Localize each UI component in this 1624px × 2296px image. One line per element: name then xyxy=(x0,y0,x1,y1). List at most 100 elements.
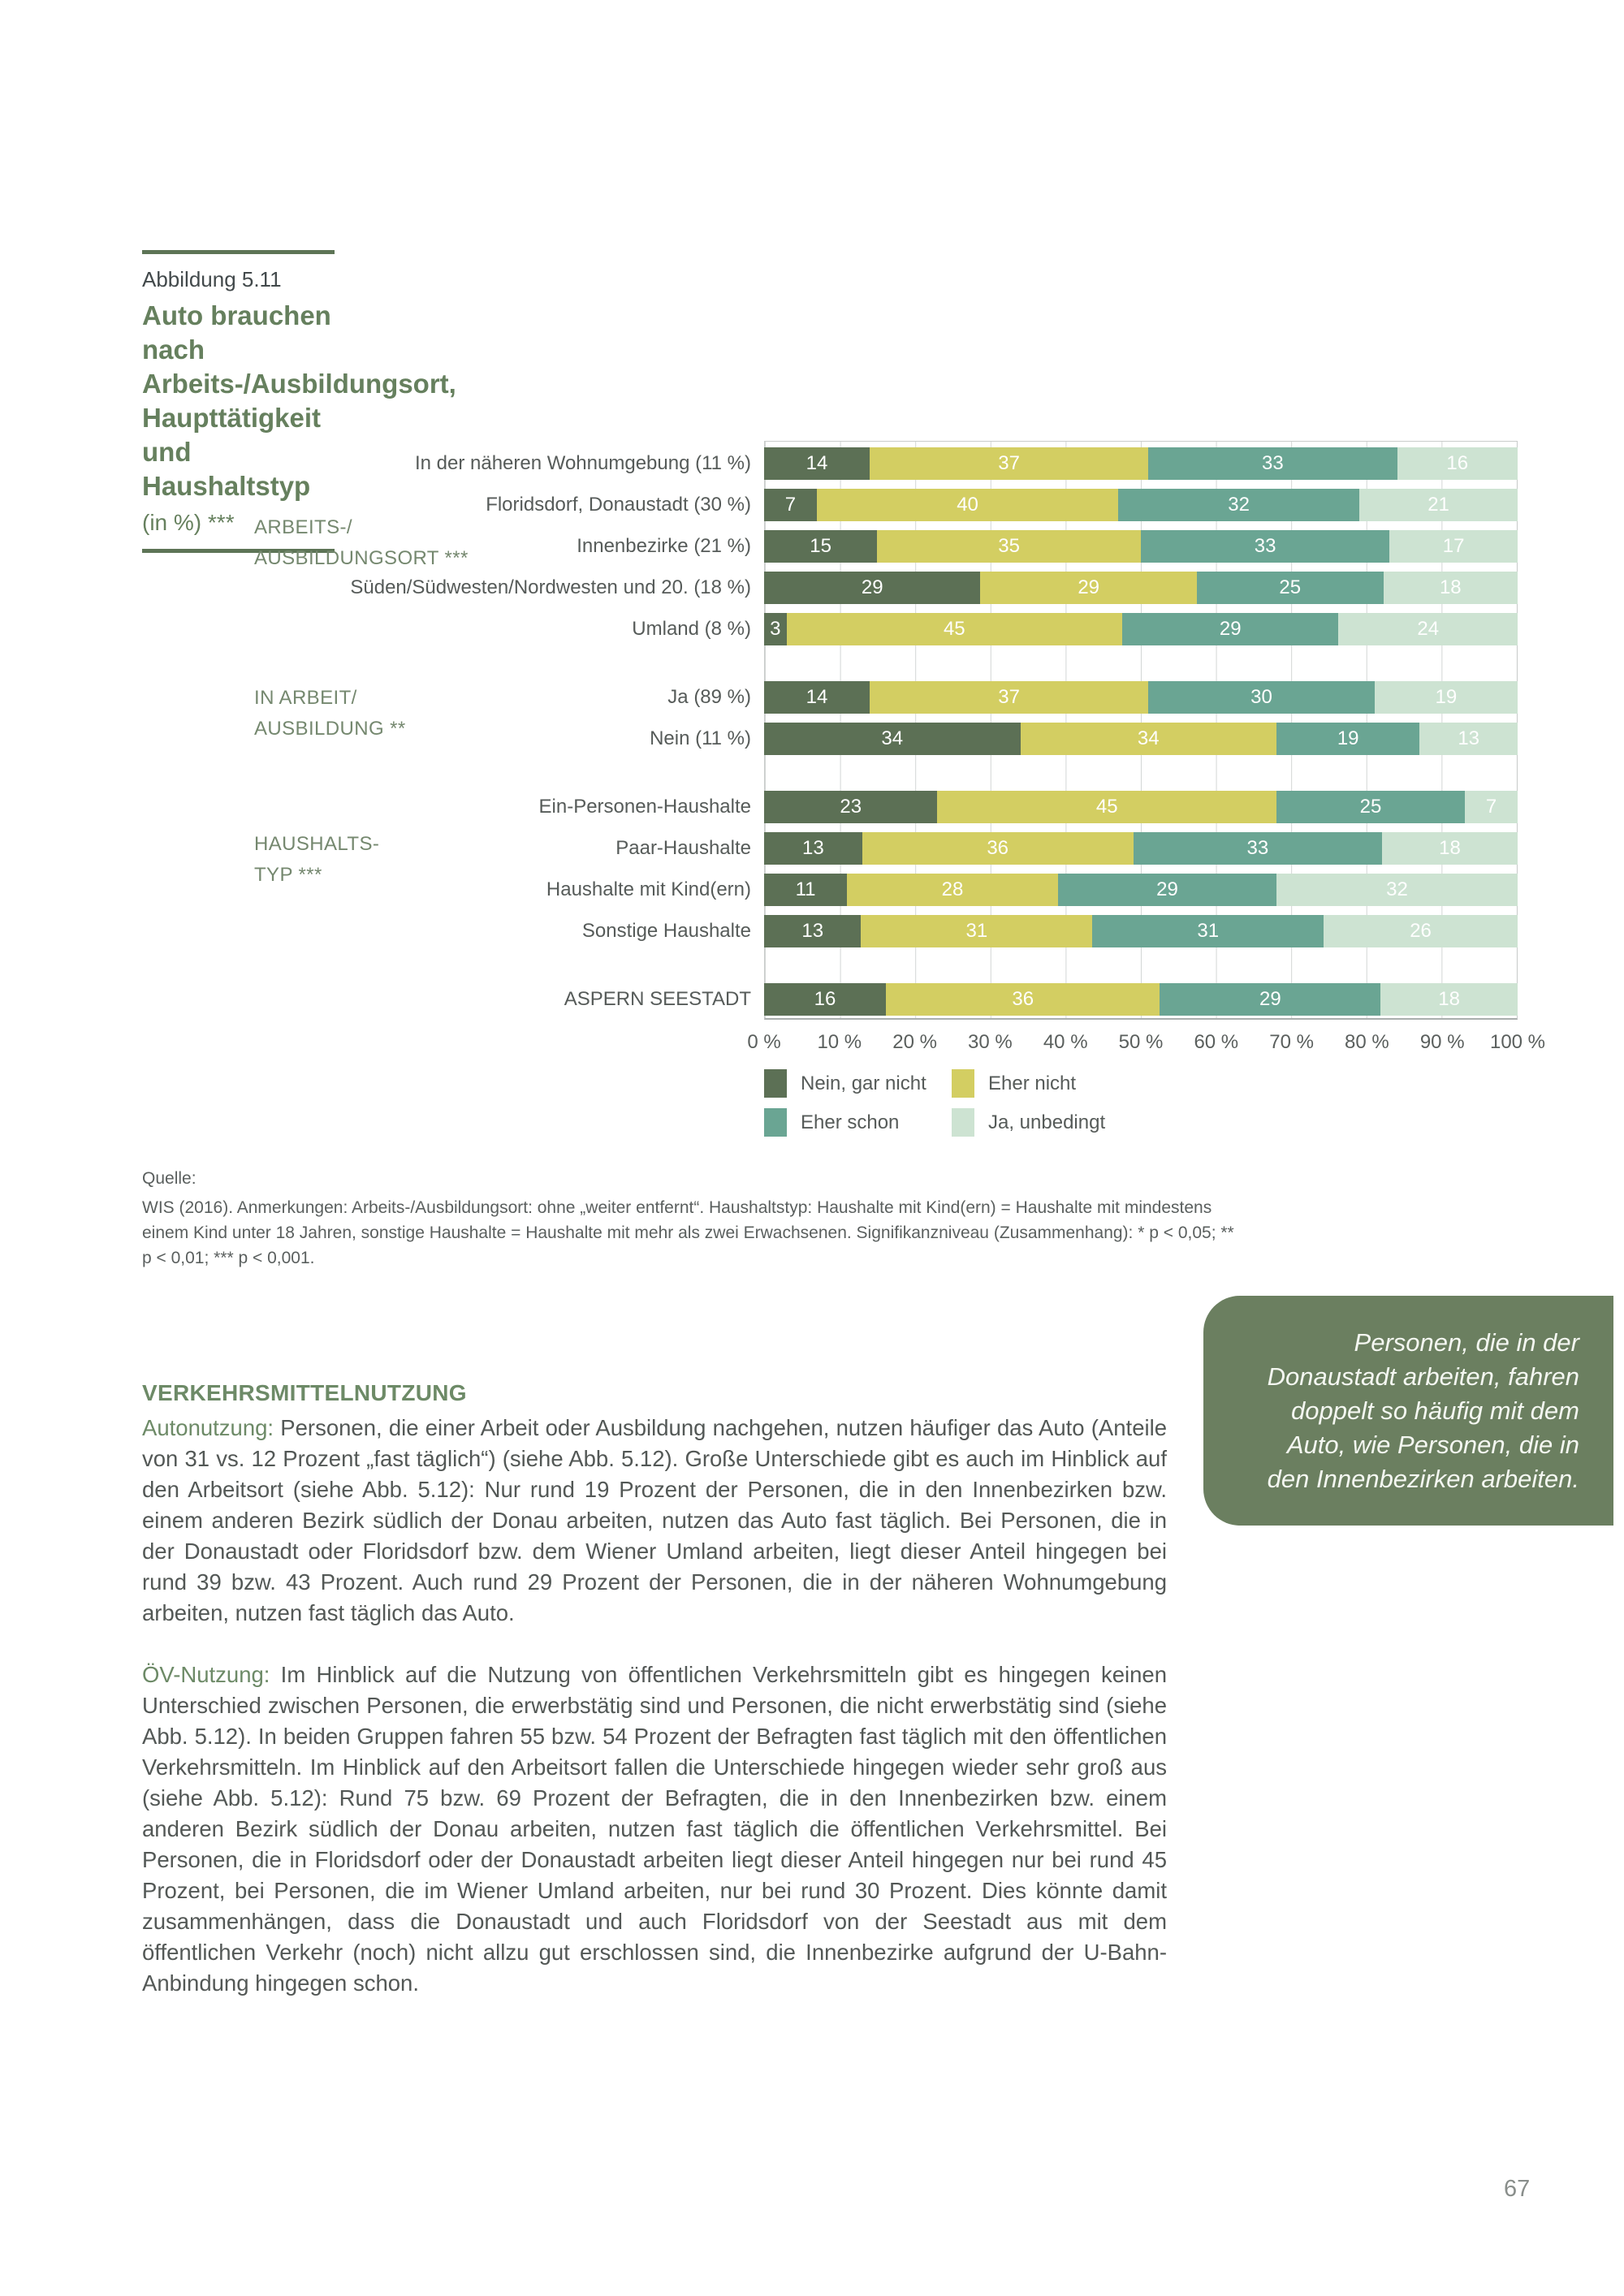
segment-value: 26 xyxy=(1410,919,1432,942)
bar-segment: 32 xyxy=(1276,873,1518,906)
bar-segment: 45 xyxy=(937,790,1277,823)
segment-value: 33 xyxy=(1254,534,1276,557)
chart-row: Umland (8 %) 3 45 29 24 xyxy=(142,608,1518,650)
page-number: 67 xyxy=(1504,2176,1531,2202)
chart-row: Ein-Personen-Haushalte 23 45 25 7 xyxy=(142,786,1518,827)
bar-segment: 29 xyxy=(1160,982,1381,1016)
segment-value: 36 xyxy=(987,836,1009,859)
group-label-in-arbeit: IN ARBEIT/ AUSBILDUNG ** xyxy=(254,683,406,744)
segment-value: 37 xyxy=(998,451,1020,474)
source-text: WIS (2016). Anmerkungen: Arbeits-/Ausbil… xyxy=(142,1198,1234,1267)
stacked-bar: 3 45 29 24 xyxy=(764,612,1518,645)
stacked-bar: 23 45 25 7 xyxy=(764,790,1518,823)
bar-segment: 36 xyxy=(862,831,1134,865)
row-label: Haushalte mit Kind(ern) xyxy=(546,878,751,900)
legend-item: Eher schon xyxy=(764,1108,952,1137)
bar-segment: 24 xyxy=(1338,612,1518,645)
segment-value: 14 xyxy=(806,685,828,708)
segment-value: 28 xyxy=(941,878,964,900)
body-text: VERKEHRSMITTELNUTZUNG Autonutzung: Perso… xyxy=(142,1378,1167,1999)
figure-title-line: und Haushaltstyp xyxy=(142,437,311,501)
group-label-line: HAUSHALTS- xyxy=(254,833,380,855)
bar-segment: 7 xyxy=(1465,790,1518,823)
bar-segment: 40 xyxy=(816,488,1119,521)
group-label-line: AUSBILDUNG ** xyxy=(254,718,406,740)
segment-value: 13 xyxy=(801,919,824,942)
bar-segment: 26 xyxy=(1324,914,1518,947)
segment-value: 14 xyxy=(806,451,828,474)
segment-value: 7 xyxy=(1485,795,1497,818)
group-label-line: AUSBILDUNGSORT *** xyxy=(254,547,469,569)
paragraph-body: Personen, die einer Arbeit oder Ausbildu… xyxy=(142,1415,1167,1625)
axis-tick: 70 % xyxy=(1269,1031,1314,1053)
segment-value: 13 xyxy=(1458,727,1480,749)
bar-segment: 14 xyxy=(764,680,870,714)
bar-segment: 34 xyxy=(764,722,1021,755)
bar-segment: 31 xyxy=(861,914,1093,947)
bar-segment: 33 xyxy=(1148,447,1397,480)
axis-tick: 100 % xyxy=(1489,1031,1546,1053)
segment-value: 19 xyxy=(1435,685,1458,708)
segment-value: 24 xyxy=(1417,617,1440,640)
bar-segment: 13 xyxy=(1419,722,1518,755)
chart-row: Nein (11 %) 34 34 19 13 xyxy=(142,718,1518,759)
segment-value: 32 xyxy=(1386,878,1408,900)
row-label: Umland (8 %) xyxy=(632,617,751,640)
bar-segment: 18 xyxy=(1381,831,1518,865)
figure-title: Auto brauchen nach Arbeits-/Ausbildungso… xyxy=(142,299,456,503)
legend-swatch xyxy=(952,1108,974,1137)
bar-segment: 25 xyxy=(1276,790,1466,823)
stacked-bar: 14 37 33 16 xyxy=(764,447,1518,480)
stacked-bar-chart: ARBEITS-/ AUSBILDUNGSORT *** IN ARBEIT/ … xyxy=(142,441,1545,1172)
bar-segment: 29 xyxy=(764,571,981,604)
paragraph-autonutzung: Autonutzung: Personen, die einer Arbeit … xyxy=(142,1413,1167,1629)
legend-item: Ja, unbedingt xyxy=(952,1108,1105,1137)
axis-tick: 50 % xyxy=(1118,1031,1164,1053)
legend-label: Ja, unbedingt xyxy=(988,1111,1106,1133)
segment-value: 19 xyxy=(1337,727,1359,749)
paragraph-lead: Autonutzung: xyxy=(142,1415,274,1440)
legend-label: Eher schon xyxy=(801,1111,900,1133)
x-axis: 0 % 10 % 20 % 30 % 40 % 50 % 60 % 70 % 8… xyxy=(747,1031,1545,1057)
figure-title-line: Haupttätigkeit xyxy=(142,403,322,433)
figure-kicker: Abbildung 5.11 xyxy=(142,267,282,291)
row-label: ASPERN SEESTADT xyxy=(564,987,751,1010)
segment-value: 37 xyxy=(998,685,1020,708)
chart-row: Paar-Haushalte 13 36 33 18 xyxy=(142,827,1518,869)
legend-swatch xyxy=(764,1108,787,1137)
figure-title-line: Arbeits-/Ausbildungsort, xyxy=(142,369,456,399)
bar-segment: 30 xyxy=(1148,680,1375,714)
bar-segment: 37 xyxy=(869,447,1149,480)
segment-value: 30 xyxy=(1250,685,1272,708)
callout-box: Personen, die in der Donaustadt arbeiten… xyxy=(1203,1296,1613,1526)
segment-value: 32 xyxy=(1228,493,1250,516)
callout-text: Personen, die in der Donaustadt arbeiten… xyxy=(1267,1327,1579,1493)
segment-value: 29 xyxy=(1156,878,1178,900)
bar-segment: 19 xyxy=(1276,722,1420,755)
paragraph-oev-nutzung: ÖV-Nutzung: Im Hinblick auf die Nutzung … xyxy=(142,1659,1167,1999)
segment-value: 34 xyxy=(881,727,904,749)
paragraph-body: Im Hinblick auf die Nutzung von öffentli… xyxy=(142,1662,1167,1996)
chart-row: ASPERN SEESTADT 16 36 29 18 xyxy=(142,978,1518,1020)
source-note: Quelle: WIS (2016). Anmerkungen: Arbeits… xyxy=(142,1166,1246,1271)
bar-segment: 33 xyxy=(1141,529,1390,563)
stacked-bar: 13 31 31 26 xyxy=(764,914,1518,947)
stacked-bar: 34 34 19 13 xyxy=(764,722,1518,755)
legend-item: Nein, gar nicht xyxy=(764,1069,952,1098)
segment-value: 34 xyxy=(1137,727,1160,749)
chart-row: Ja (89 %) 14 37 30 19 xyxy=(142,676,1518,718)
axis-tick: 20 % xyxy=(892,1031,937,1053)
group-label-line: IN ARBEIT/ xyxy=(254,687,357,709)
segment-value: 16 xyxy=(1446,451,1469,474)
bar-segment: 34 xyxy=(1020,722,1277,755)
bar-segment: 29 xyxy=(1122,612,1339,645)
axis-tick: 10 % xyxy=(817,1031,862,1053)
row-label: Innenbezirke (21 %) xyxy=(577,534,751,557)
group-label-arbeitsort: ARBEITS-/ AUSBILDUNGSORT *** xyxy=(254,512,469,574)
legend-swatch xyxy=(764,1069,787,1098)
segment-value: 36 xyxy=(1012,987,1034,1010)
section-heading: VERKEHRSMITTELNUTZUNG xyxy=(142,1380,467,1405)
row-label: Süden/Südwesten/Nordwesten und 20. (18 %… xyxy=(350,576,751,598)
bar-segment: 29 xyxy=(980,571,1197,604)
segment-value: 11 xyxy=(795,878,816,900)
